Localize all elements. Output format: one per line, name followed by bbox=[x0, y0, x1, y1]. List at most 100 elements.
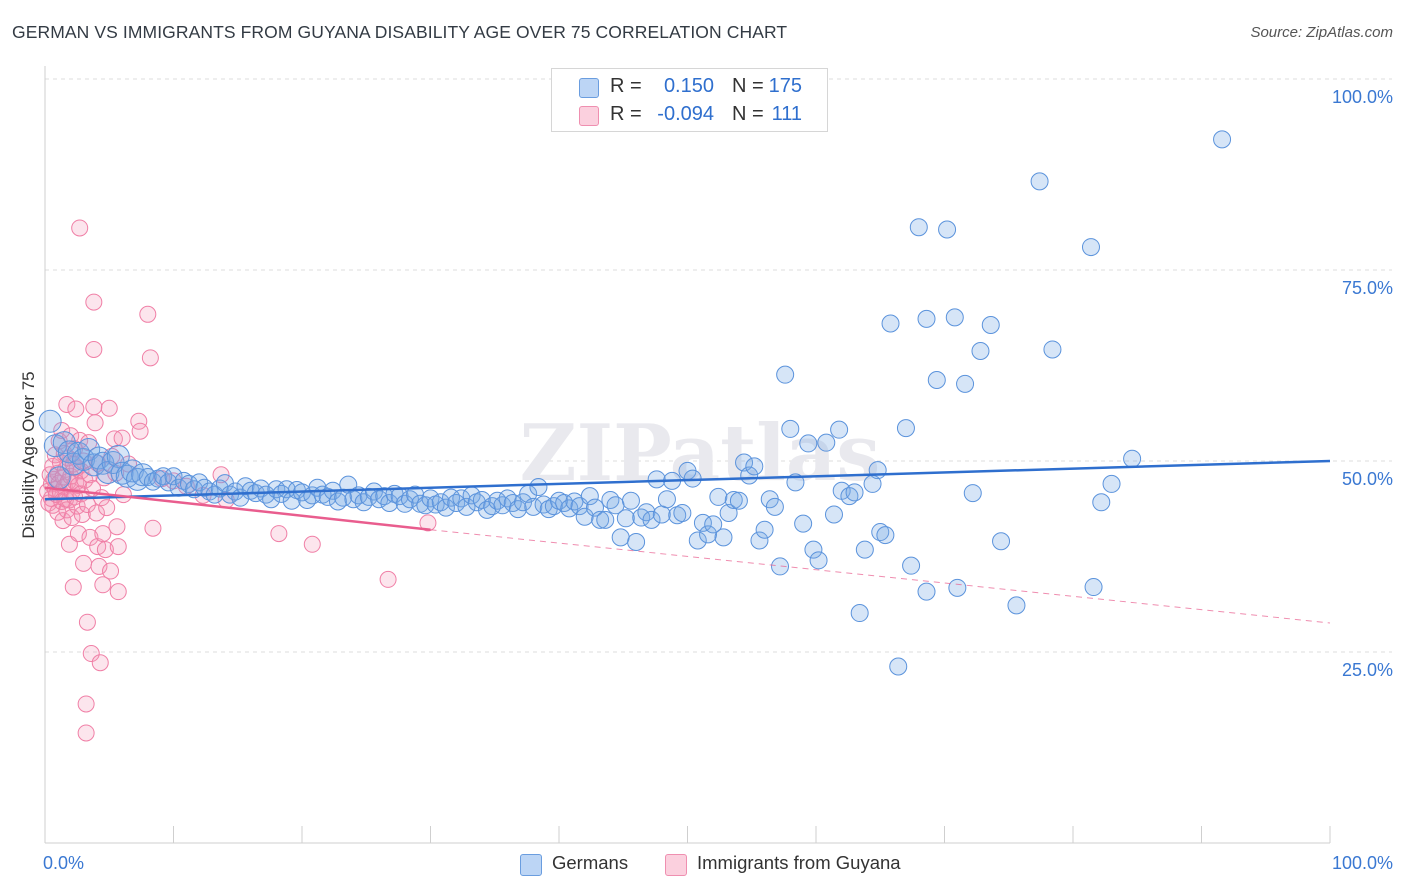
german-point bbox=[596, 510, 615, 529]
guyana-point bbox=[131, 422, 149, 440]
guyana-point bbox=[108, 518, 126, 536]
german-point bbox=[981, 316, 1000, 335]
german-point bbox=[647, 470, 666, 489]
german-point bbox=[159, 473, 178, 492]
german-point bbox=[544, 497, 563, 516]
guyana-point bbox=[139, 305, 157, 323]
german-point bbox=[917, 582, 936, 601]
y-tick-label: 75.0% bbox=[1342, 278, 1393, 298]
german-point bbox=[824, 505, 843, 524]
legend-r-label: R = bbox=[610, 103, 642, 125]
guyana-point bbox=[109, 583, 127, 601]
german-point bbox=[740, 466, 759, 485]
guyana-point bbox=[100, 399, 118, 417]
german-point bbox=[871, 523, 890, 542]
german-point bbox=[809, 551, 828, 570]
german-point bbox=[794, 514, 813, 533]
german-point bbox=[1102, 474, 1121, 493]
guyana-point bbox=[270, 525, 288, 543]
german-point bbox=[200, 482, 219, 501]
german-point bbox=[143, 472, 162, 491]
german-point bbox=[902, 556, 921, 575]
legend-n-label: N = bbox=[732, 103, 764, 125]
german-point bbox=[611, 528, 630, 547]
german-point bbox=[442, 488, 461, 507]
german-point bbox=[652, 505, 671, 524]
german-point bbox=[673, 503, 692, 522]
legend-label-germans: Germans bbox=[552, 852, 629, 873]
german-point bbox=[830, 420, 849, 439]
german-point bbox=[1123, 449, 1142, 468]
legend-n-label: N = bbox=[732, 75, 764, 97]
german-point bbox=[699, 525, 718, 544]
german-point bbox=[529, 477, 548, 496]
german-point bbox=[627, 532, 646, 551]
guyana-point bbox=[85, 398, 103, 416]
german-point bbox=[1213, 130, 1232, 149]
german-point bbox=[1043, 340, 1062, 359]
german-point bbox=[845, 483, 864, 502]
german-point bbox=[765, 497, 784, 516]
german-point bbox=[938, 220, 957, 239]
german-point bbox=[601, 490, 620, 509]
guyana-point bbox=[144, 519, 162, 537]
guyana-point bbox=[113, 429, 131, 447]
german-point bbox=[776, 365, 795, 384]
german-point bbox=[948, 578, 967, 597]
guyana-point bbox=[98, 499, 116, 517]
german-point bbox=[889, 657, 908, 676]
german-point bbox=[817, 433, 836, 452]
chart-title: GERMAN VS IMMIGRANTS FROM GUYANA DISABIL… bbox=[12, 22, 788, 42]
guyana-point bbox=[379, 570, 397, 588]
german-point bbox=[945, 308, 964, 327]
guyana-point bbox=[96, 541, 114, 559]
german-point bbox=[380, 494, 399, 513]
german-point bbox=[514, 493, 533, 512]
german-point bbox=[1030, 172, 1049, 191]
german-point bbox=[1007, 596, 1026, 615]
german-point bbox=[657, 490, 676, 509]
german-point bbox=[580, 487, 599, 506]
german-point bbox=[457, 497, 476, 516]
legend-swatch-germans bbox=[579, 78, 599, 98]
x-tick-label: 0.0% bbox=[43, 853, 84, 873]
german-point bbox=[431, 493, 450, 512]
legend-swatch-guyana bbox=[665, 854, 687, 876]
german-point bbox=[771, 557, 790, 576]
y-tick-label: 25.0% bbox=[1342, 660, 1393, 680]
german-point bbox=[1092, 493, 1111, 512]
legend-n-value: 111 bbox=[771, 103, 802, 125]
german-point bbox=[452, 489, 471, 508]
german-point bbox=[927, 371, 946, 390]
y-tick-label: 50.0% bbox=[1342, 469, 1393, 489]
german-point bbox=[704, 515, 723, 534]
watermark: ZIPatlas bbox=[520, 408, 881, 499]
legend-row-germans: R = 0.150 N = 175 bbox=[552, 72, 827, 102]
german-point bbox=[57, 440, 81, 464]
guyana-point bbox=[82, 645, 100, 663]
german-point bbox=[896, 419, 915, 438]
german-point bbox=[277, 480, 296, 499]
german-point bbox=[642, 510, 661, 529]
german-point bbox=[850, 604, 869, 623]
german-point bbox=[956, 374, 975, 393]
german-point bbox=[963, 484, 982, 503]
legend-r-value: -0.094 bbox=[657, 103, 714, 125]
german-point bbox=[971, 341, 990, 360]
german-point bbox=[881, 314, 900, 333]
german-point bbox=[1084, 578, 1103, 597]
german-point bbox=[154, 467, 173, 486]
guyana-trend-extension bbox=[430, 529, 1331, 624]
german-point bbox=[131, 463, 155, 487]
legend-label-guyana: Immigrants from Guyana bbox=[697, 852, 901, 873]
german-point bbox=[729, 491, 748, 510]
german-point bbox=[190, 473, 209, 492]
german-point bbox=[876, 526, 895, 545]
stats-legend: R = 0.150 N = 175 R = -0.094 N = 111 bbox=[551, 68, 828, 132]
legend-swatch-germans bbox=[520, 854, 542, 876]
guyana-point bbox=[109, 538, 127, 556]
german-point bbox=[226, 482, 245, 501]
german-point bbox=[621, 491, 640, 510]
guyana-point bbox=[71, 219, 89, 237]
german-point bbox=[917, 309, 936, 328]
